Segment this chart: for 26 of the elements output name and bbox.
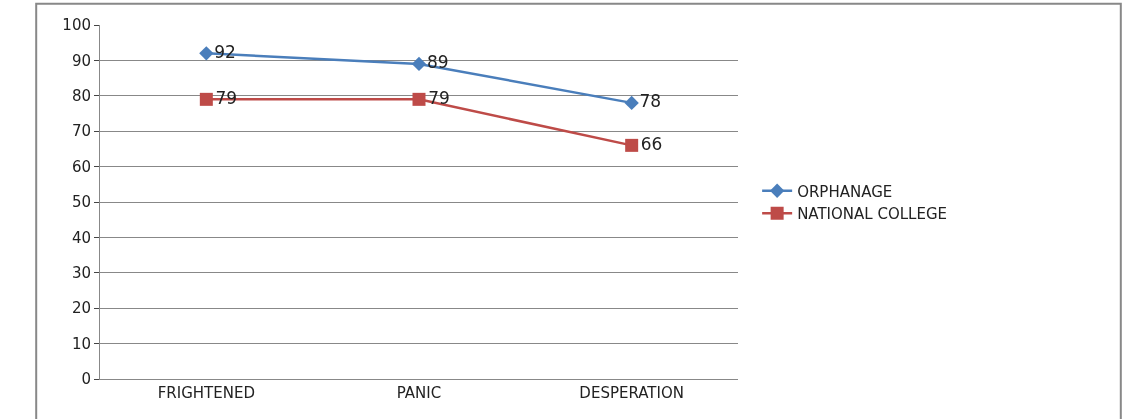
y-tick-label: 10: [71, 334, 91, 353]
point: [412, 92, 426, 106]
y-tick-label: 0: [81, 370, 91, 389]
point: [625, 138, 639, 152]
y-tick-label: 20: [71, 299, 91, 318]
point: [624, 95, 639, 111]
y-tick-label: 50: [71, 193, 91, 212]
point: [199, 92, 213, 106]
point: [199, 46, 214, 61]
y-tick-label: 70: [71, 122, 91, 141]
y-tick-label: 40: [71, 228, 91, 247]
x-tick-label: PANIC: [396, 384, 442, 402]
y-tick-label: 90: [71, 51, 91, 70]
point: [411, 56, 427, 72]
data-label: 89: [426, 52, 449, 73]
legend-label: NATIONAL COLLEGE: [797, 205, 948, 224]
x-tick-label: DESPERATION: [579, 384, 684, 402]
legend-label: ORPHANAGE: [797, 182, 893, 201]
data-label: 78: [639, 91, 662, 112]
y-tick-label: 80: [71, 87, 91, 106]
y-tick-label: 100: [62, 16, 91, 35]
data-label: 79: [428, 87, 450, 108]
data-label: 66: [640, 133, 663, 154]
y-tick-label: 60: [71, 157, 91, 176]
y-tick-label: 30: [71, 264, 91, 283]
x-tick-label: FRIGHTENED: [157, 384, 255, 402]
